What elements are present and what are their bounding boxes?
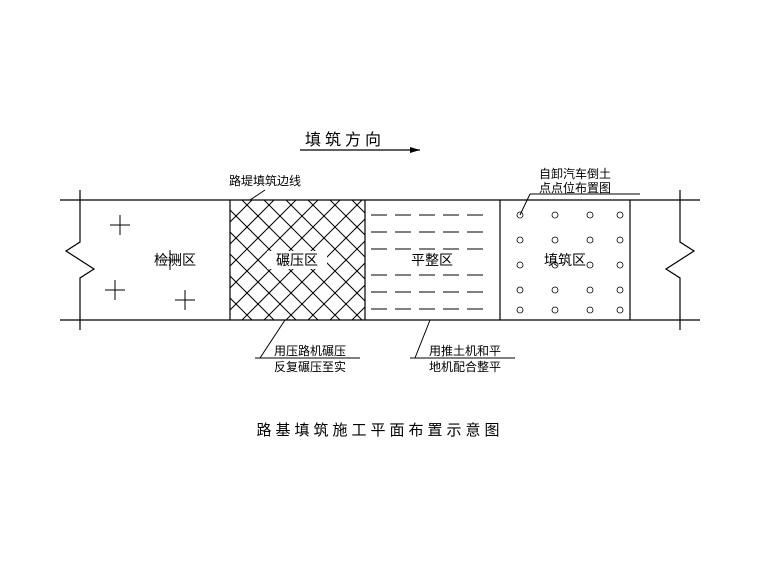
- figure-title: 路基填筑施工平面布置示意图: [256, 421, 503, 439]
- zone-label-compact: 碾压区: [276, 253, 318, 269]
- zone-label-fill: 填筑区: [544, 253, 586, 269]
- dump-point: [617, 307, 623, 313]
- annot-dozer: 用推土机和平: [429, 344, 501, 358]
- dump-point: [617, 237, 623, 243]
- dump-point: [517, 262, 523, 268]
- zone-label-inspect: 检测区: [154, 253, 196, 269]
- break-right: [666, 190, 694, 330]
- dump-point: [517, 237, 523, 243]
- dump-point: [552, 237, 558, 243]
- annot-leader: [415, 320, 430, 358]
- annot-dump-points: 点点位布置图: [539, 180, 611, 195]
- direction-arrow-head: [410, 147, 420, 153]
- diagram-canvas: 检测区 碾压区 平整区 填筑区 填筑方向路堤填筑边线 自卸汽车倒土点点位布置图用压路机碾压…: [0, 0, 760, 572]
- dump-point: [587, 307, 593, 313]
- dump-point: [552, 212, 558, 218]
- dump-point: [587, 237, 593, 243]
- dump-point: [552, 307, 558, 313]
- dump-point: [617, 212, 623, 218]
- annot-leader: [250, 190, 265, 200]
- direction-label: 填筑方向: [305, 131, 385, 149]
- annot-leader: [520, 194, 530, 215]
- annot-dump-points: 自卸汽车倒土: [539, 166, 611, 181]
- annot-roller: 用压路机碾压: [274, 343, 346, 358]
- annot-dozer: 地机配合整平: [429, 359, 501, 374]
- annot-edge-line: 路堤填筑边线: [229, 173, 301, 188]
- dump-point: [587, 262, 593, 268]
- break-left: [66, 190, 94, 330]
- zone-label-level: 平整区: [411, 253, 453, 269]
- dump-point: [552, 287, 558, 293]
- dump-point: [517, 307, 523, 313]
- dump-point: [587, 287, 593, 293]
- dump-point: [587, 212, 593, 218]
- annot-roller: 反复碾压至实: [274, 359, 346, 374]
- dump-point: [517, 287, 523, 293]
- dump-point: [617, 262, 623, 268]
- dump-point: [617, 287, 623, 293]
